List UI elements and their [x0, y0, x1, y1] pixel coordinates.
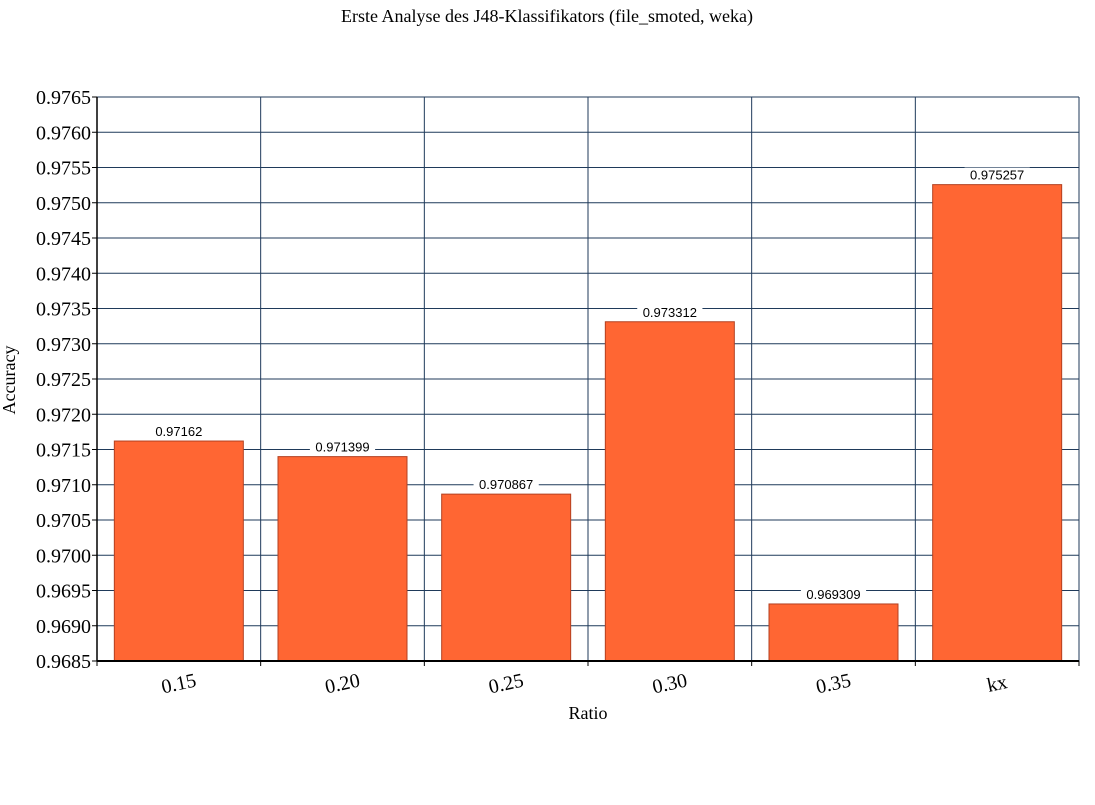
data-label-box	[473, 477, 539, 493]
y-tick-label: 0.9695	[36, 581, 91, 603]
y-tick-label: 0.9730	[36, 334, 91, 356]
x-axis-ticks: 0.15 0.20 0.25 0.30 0.35 kx	[96, 661, 1080, 699]
data-label: 0.969309	[806, 587, 860, 602]
y-tick-label: 0.9760	[36, 122, 91, 144]
data-label: 0.97162	[155, 424, 202, 439]
y-tick-label: 0.9725	[36, 369, 91, 391]
y-tick-label: 0.9710	[36, 475, 91, 497]
y-tick-label: 0.9685	[36, 651, 91, 673]
bars	[113, 184, 1063, 662]
grid-lines	[96, 96, 1080, 662]
data-label: 0.973312	[643, 305, 697, 320]
x-tick-label: 0.25	[487, 670, 526, 699]
x-tick-label: 0.20	[323, 670, 362, 699]
y-tick-label: 0.9715	[36, 440, 91, 462]
y-tick-label: 0.9765	[36, 87, 91, 109]
x-tick-label: 0.35	[814, 670, 853, 699]
bar	[768, 603, 899, 662]
y-axis-ticks: 0.9685 0.9690 0.9695 0.9700 0.9705 0.9710 0.97…	[36, 87, 97, 673]
data-label-box	[309, 439, 376, 455]
y-tick-label: 0.9700	[36, 545, 91, 567]
bar	[932, 184, 1063, 662]
y-tick-label: 0.9720	[36, 404, 91, 426]
y-tick-label: 0.9735	[36, 299, 91, 321]
y-tick-label: 0.9740	[36, 263, 91, 285]
y-tick-label: 0.9750	[36, 193, 91, 215]
y-tick-label: 0.9745	[36, 228, 91, 250]
y-axis-label: Accuracy	[0, 346, 19, 415]
x-tick-label: 0.30	[650, 670, 689, 699]
chart-title: Erste Analyse des J48-Klassifikators (fi…	[341, 6, 753, 27]
bar	[277, 456, 408, 662]
data-label: 0.971399	[315, 440, 369, 455]
bar	[604, 321, 735, 662]
data-label: 0.975257	[970, 168, 1024, 183]
x-axis-label: Ratio	[569, 703, 608, 723]
data-label-box	[800, 586, 867, 602]
x-tick-label: 0.15	[159, 670, 198, 699]
bar	[113, 440, 244, 662]
y-tick-label: 0.9705	[36, 510, 91, 532]
bar	[441, 493, 572, 662]
data-labels: 0.97162 0.971399 0.970867 0.973312 0.969309 0…	[149, 167, 1030, 602]
y-tick-label: 0.9690	[36, 616, 91, 638]
x-tick-label: kx	[985, 671, 1009, 697]
y-tick-label: 0.9755	[36, 158, 91, 180]
data-label-box	[149, 424, 208, 440]
data-label-box	[637, 304, 703, 320]
data-label: 0.970867	[479, 477, 533, 492]
data-label-box	[964, 167, 1030, 183]
